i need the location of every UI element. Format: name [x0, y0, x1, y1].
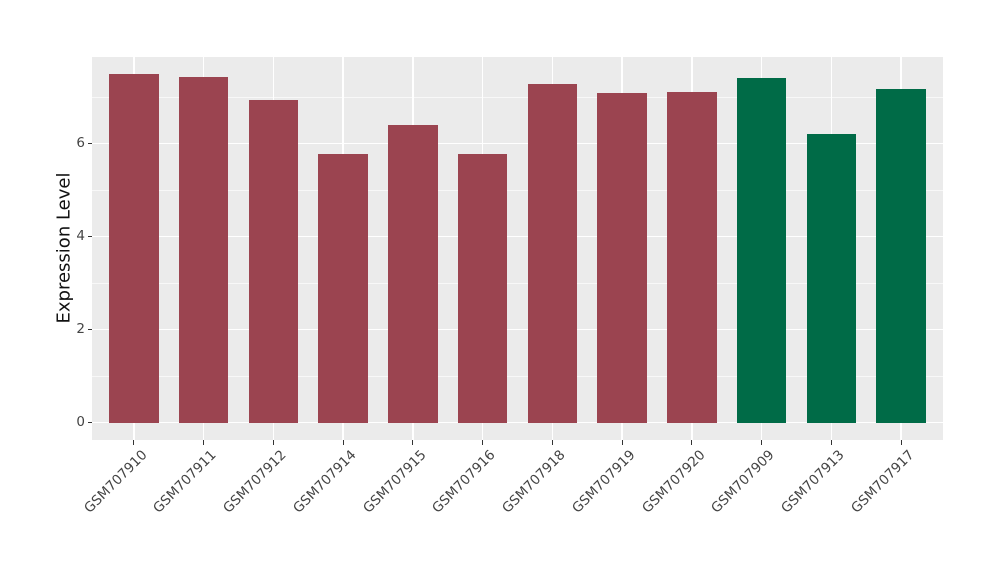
x-tick-label-GSM707918: GSM707918	[499, 447, 569, 517]
x-tick-label-GSM707916: GSM707916	[429, 447, 499, 517]
y-tick-label: 4	[76, 227, 85, 244]
x-tick-mark	[551, 440, 553, 445]
y-axis-title: Expression Level	[53, 172, 75, 324]
x-tick-label-GSM707913: GSM707913	[778, 447, 848, 517]
y-tick-label: 0	[76, 414, 85, 430]
x-tick-label-GSM707912: GSM707912	[220, 447, 290, 517]
x-tick-label-GSM707914: GSM707914	[289, 447, 360, 517]
x-tick-mark	[133, 440, 135, 445]
bar-GSM707913	[806, 133, 857, 423]
gridline-major-horizontal	[92, 421, 943, 424]
x-tick-label-GSM707909: GSM707909	[708, 447, 778, 517]
bar-GSM707917	[876, 88, 926, 423]
x-tick-mark	[621, 440, 623, 445]
x-tick-label-GSM707920: GSM707920	[638, 447, 709, 517]
bar-GSM707919	[597, 92, 647, 423]
y-tick-mark	[87, 142, 92, 144]
bar-GSM707915	[388, 125, 438, 423]
bar-GSM707911	[178, 77, 229, 423]
x-tick-label-GSM707919: GSM707919	[569, 447, 639, 517]
x-tick-label-GSM707911: GSM707911	[150, 447, 220, 517]
gridline-minor-horizontal	[92, 189, 943, 191]
bar-GSM707914	[318, 153, 368, 423]
gridline-minor-horizontal	[92, 96, 943, 98]
y-tick-label: 2	[76, 320, 85, 337]
bar-GSM707920	[667, 92, 717, 423]
y-tick-mark	[87, 422, 92, 424]
x-tick-mark	[900, 440, 902, 445]
x-tick-mark	[691, 440, 693, 445]
bar-GSM707912	[248, 99, 299, 423]
x-tick-mark	[412, 440, 414, 445]
x-tick-label-GSM707910: GSM707910	[80, 447, 151, 517]
gridline-minor-horizontal	[92, 376, 943, 378]
x-tick-mark	[272, 440, 274, 445]
x-tick-label-GSM707917: GSM707917	[848, 447, 918, 517]
gridline-minor-horizontal	[92, 282, 943, 284]
x-tick-mark	[203, 440, 205, 445]
bar-GSM707916	[457, 153, 508, 423]
bar-GSM707910	[109, 74, 159, 423]
x-tick-mark	[830, 440, 832, 445]
gridline-major-horizontal	[92, 142, 943, 145]
y-tick-label: 6	[76, 134, 85, 151]
gridline-major-horizontal	[92, 328, 943, 331]
x-tick-mark	[761, 440, 763, 445]
x-tick-label-GSM707915: GSM707915	[359, 447, 430, 517]
x-tick-mark	[342, 440, 344, 445]
y-tick-mark	[87, 328, 92, 331]
x-tick-mark	[482, 440, 484, 445]
bar-GSM707909	[736, 77, 787, 423]
y-tick-mark	[87, 235, 92, 237]
bar-GSM707918	[527, 84, 578, 423]
gridline-major-horizontal	[92, 235, 943, 238]
plot-panel	[92, 57, 943, 440]
